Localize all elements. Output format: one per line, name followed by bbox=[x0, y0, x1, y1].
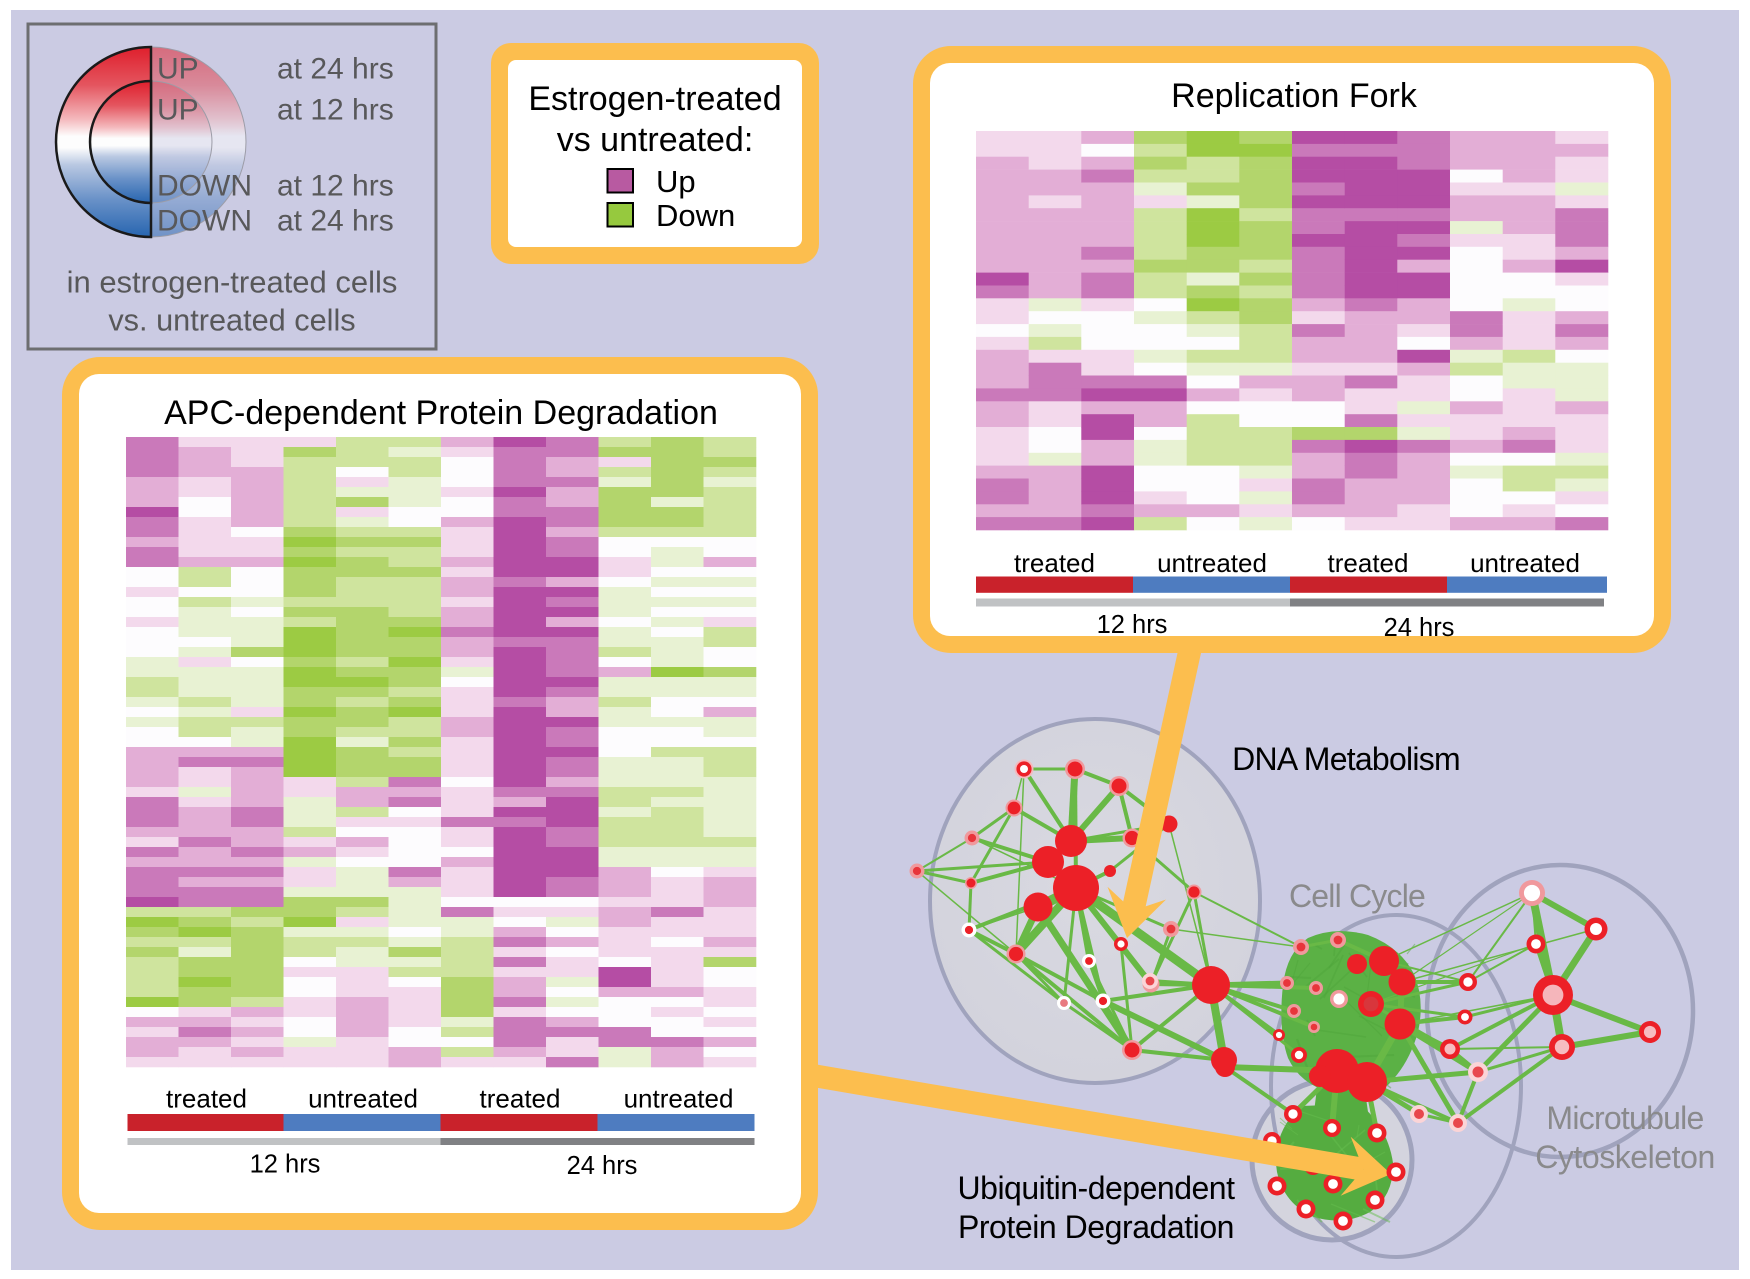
svg-text:DOWN: DOWN bbox=[157, 205, 252, 238]
svg-text:Cytoskeleton: Cytoskeleton bbox=[1535, 1139, 1715, 1175]
svg-text:Ubiquitin-dependent: Ubiquitin-dependent bbox=[958, 1170, 1236, 1206]
svg-text:APC-dependent Protein Degradat: APC-dependent Protein Degradation bbox=[164, 394, 718, 432]
svg-text:12 hrs: 12 hrs bbox=[250, 1151, 321, 1179]
svg-text:at 12 hrs: at 12 hrs bbox=[277, 170, 394, 203]
svg-text:12 hrs: 12 hrs bbox=[1097, 611, 1168, 639]
svg-text:Microtubule: Microtubule bbox=[1546, 1100, 1703, 1136]
svg-text:at 24 hrs: at 24 hrs bbox=[277, 205, 394, 238]
svg-text:24 hrs: 24 hrs bbox=[1384, 614, 1455, 642]
svg-text:Down: Down bbox=[656, 198, 735, 233]
svg-text:DOWN: DOWN bbox=[157, 170, 252, 203]
svg-text:vs. untreated cells: vs. untreated cells bbox=[108, 303, 355, 338]
svg-text:untreated: untreated bbox=[1157, 548, 1267, 578]
svg-text:untreated: untreated bbox=[308, 1084, 418, 1114]
svg-text:vs untreated:: vs untreated: bbox=[557, 121, 754, 159]
svg-text:UP: UP bbox=[157, 94, 199, 127]
svg-text:treated: treated bbox=[480, 1084, 561, 1114]
svg-text:at 24 hrs: at 24 hrs bbox=[277, 53, 394, 86]
svg-text:Estrogen-treated: Estrogen-treated bbox=[528, 80, 781, 118]
svg-text:Replication Fork: Replication Fork bbox=[1171, 77, 1418, 115]
svg-text:untreated: untreated bbox=[1470, 548, 1580, 578]
svg-text:treated: treated bbox=[1014, 548, 1095, 578]
svg-text:at 12 hrs: at 12 hrs bbox=[277, 94, 394, 127]
svg-text:treated: treated bbox=[166, 1084, 247, 1114]
svg-text:Protein Degradation: Protein Degradation bbox=[958, 1209, 1234, 1245]
svg-text:treated: treated bbox=[1328, 548, 1409, 578]
svg-text:Up: Up bbox=[656, 164, 696, 199]
svg-text:in estrogen-treated cells: in estrogen-treated cells bbox=[67, 265, 398, 300]
svg-text:DNA Metabolism: DNA Metabolism bbox=[1232, 741, 1460, 777]
svg-text:untreated: untreated bbox=[624, 1084, 734, 1114]
svg-text:Cell Cycle: Cell Cycle bbox=[1289, 878, 1425, 914]
svg-text:UP: UP bbox=[157, 53, 199, 86]
svg-text:24 hrs: 24 hrs bbox=[567, 1152, 638, 1180]
